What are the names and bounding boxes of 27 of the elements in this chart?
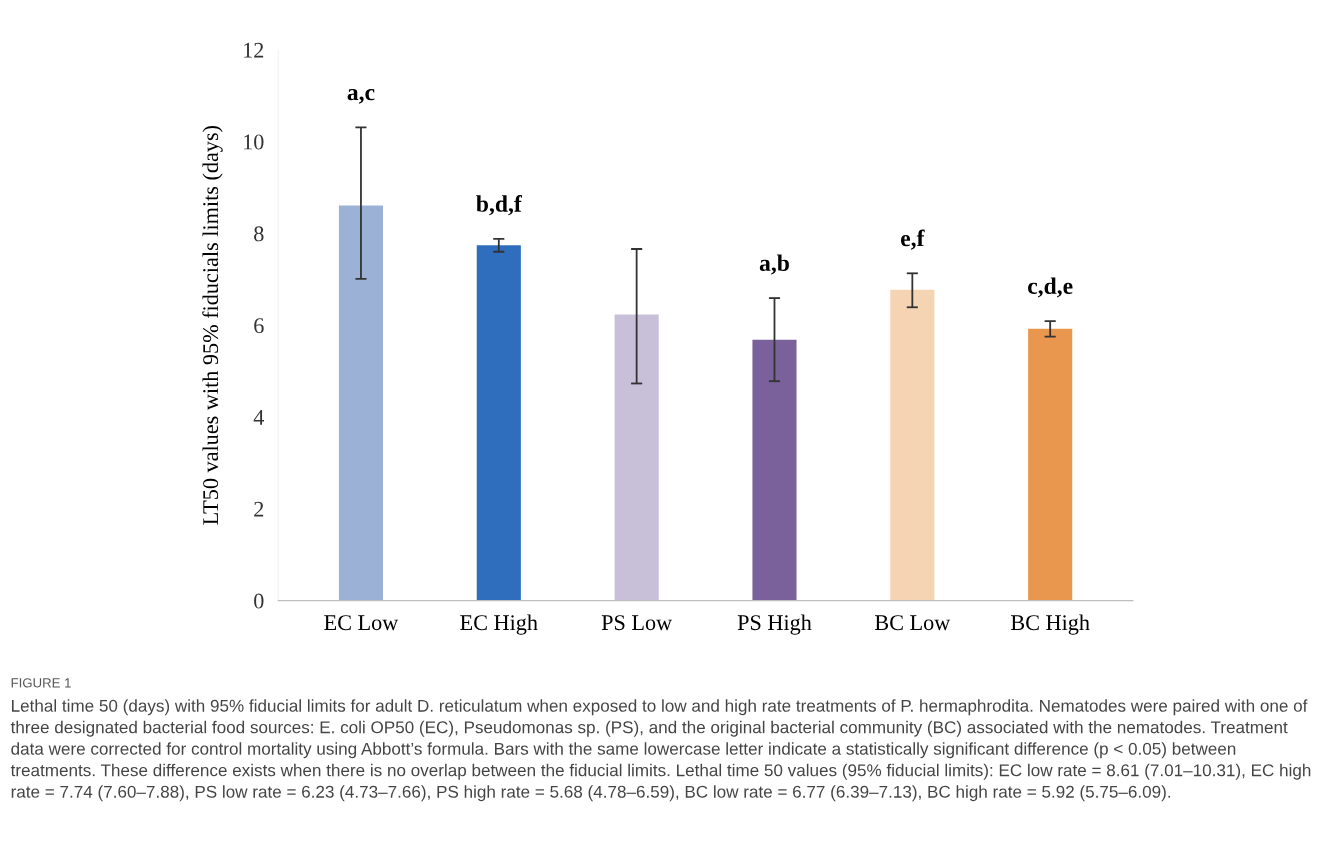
annotation: b,d,f: [476, 195, 522, 216]
y-tick-label: 2: [254, 501, 264, 517]
bar: [476, 245, 521, 601]
bar: [752, 339, 797, 601]
x-tick-label: EC Low: [324, 615, 399, 631]
x-tick-label: BC High: [1010, 614, 1090, 635]
annotation: c,d,e: [1028, 277, 1073, 298]
annotation: e,f: [901, 229, 925, 250]
bar: [1028, 328, 1073, 601]
bar: [614, 314, 659, 601]
y-tick-label: 8: [254, 226, 264, 242]
bar: [338, 205, 384, 601]
annotation: a,b: [759, 254, 789, 275]
x-tick-label: PS High: [737, 614, 812, 635]
y-tick-label: 10: [244, 134, 264, 150]
y-tick-label: 4: [253, 410, 265, 425]
caption: FIGURE 1: [11, 678, 71, 688]
annotation: a,c: [347, 88, 375, 104]
bar: [890, 289, 935, 601]
y-tick-label: 12: [244, 42, 264, 58]
x-tick-label: BC Low: [875, 615, 951, 631]
text: Lethal time 50 (days) with 95% fiducial limits for adult D. reticulatum when exposed to low and high rate treatments of P. hermaphrodita. Nematodes were paired with one of three designated bacterial food sources: E. coli OP50 (EC), Pseudomonas sp. (PS), and the original bacterial community (BC) associated with the nematodes. Treatment data were corrected for control mortality using Abbott’s formula. Bars with the same lowercase letter indicate a statistically significant difference (p < 0.05) between treatments. These difference exists when there is no overlap between the fiducial limits. Lethal time 50 values (95% fiducial limits): EC low rate = 8.61 (7.01–10.31), EC high rate = 7.74 (7.60–7.88), PS low rate = 6.23 (4.73–7.66), PS high rate = 5.68 (4.78–6.59), BC low rate = 6.77 (6.39–7.13), BC high rate = 5.92 (5.75–6.09).: [10, 699, 1311, 802]
x-tick-label: EC High: [460, 614, 538, 635]
y-tick-label: 0: [254, 593, 264, 609]
y-axis-title: LT50 values with 95% fiducials limits (days): [202, 125, 223, 525]
x-tick-label: PS Low: [601, 615, 673, 631]
y-tick-label: 6: [254, 318, 264, 334]
